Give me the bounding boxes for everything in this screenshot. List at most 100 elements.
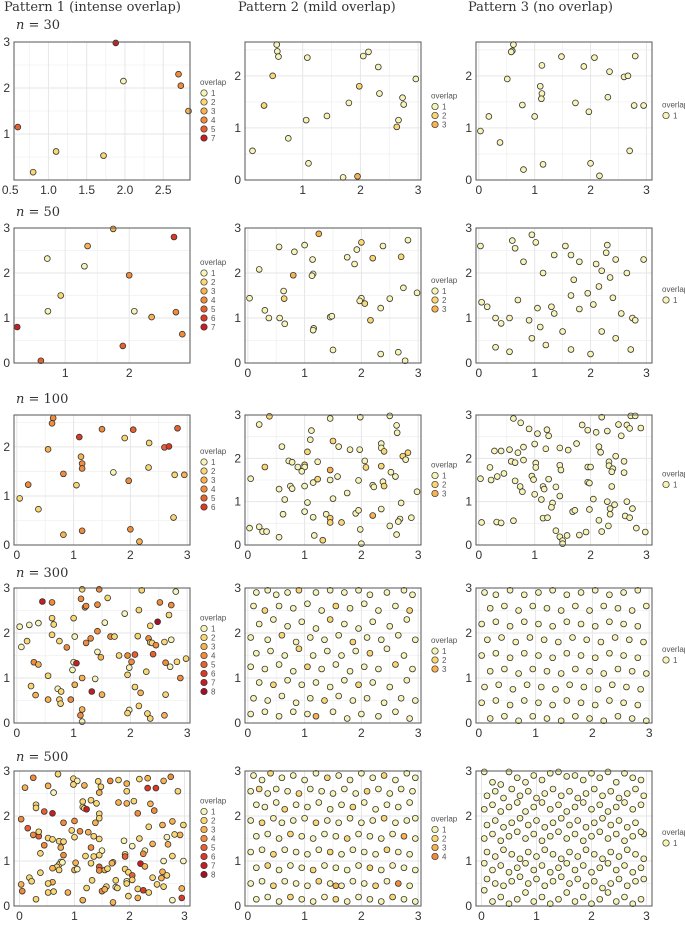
data-point — [544, 514, 551, 521]
data-point — [505, 803, 513, 811]
data-point — [520, 649, 528, 657]
data-point — [267, 769, 274, 777]
data-point — [32, 804, 40, 812]
data-point — [612, 830, 620, 838]
data-point — [596, 864, 604, 872]
data-point — [614, 665, 622, 673]
x-tick-label: 2 — [126, 366, 133, 380]
data-point — [338, 652, 345, 659]
data-point — [349, 877, 357, 885]
data-points — [477, 412, 649, 547]
data-point — [37, 357, 45, 365]
data-point — [84, 828, 92, 836]
data-points — [480, 768, 648, 908]
data-point — [392, 602, 399, 610]
data-point — [150, 807, 158, 814]
data-point — [349, 638, 357, 646]
legend-swatch-icon — [200, 467, 208, 475]
data-point — [309, 479, 317, 486]
data-point — [343, 835, 351, 842]
y-tick-label: 0 — [465, 716, 472, 730]
data-point — [70, 781, 77, 788]
x-tick-label: 0 — [16, 909, 23, 923]
data-point — [515, 607, 522, 614]
data-point — [312, 712, 320, 720]
data-point — [393, 123, 401, 131]
data-point — [275, 533, 283, 541]
data-point — [395, 116, 402, 124]
data-point — [508, 785, 516, 793]
data-point — [111, 633, 118, 640]
data-point — [370, 483, 378, 491]
data-point — [101, 619, 109, 626]
data-point — [393, 531, 400, 538]
data-point — [359, 52, 367, 60]
data-point — [549, 819, 557, 827]
data-point — [556, 444, 564, 452]
data-point — [621, 862, 628, 869]
legend-label: 2 — [211, 278, 216, 287]
data-point — [146, 622, 154, 630]
data-point — [606, 649, 613, 657]
data-point — [90, 832, 98, 840]
data-point — [522, 889, 529, 896]
data-point — [534, 430, 541, 437]
data-point — [329, 437, 337, 445]
data-point — [315, 846, 323, 854]
data-point — [338, 882, 345, 890]
data-point — [557, 466, 565, 474]
data-point — [94, 648, 101, 656]
data-point — [576, 258, 583, 266]
data-point — [497, 808, 505, 815]
data-point — [18, 643, 25, 651]
data-points — [16, 586, 190, 725]
data-point — [480, 835, 488, 842]
data-point — [44, 880, 52, 887]
data-point — [78, 674, 86, 682]
x-tick-label: 3 — [415, 183, 422, 197]
data-point — [164, 841, 172, 848]
data-point — [557, 873, 565, 881]
data-point — [621, 769, 628, 777]
data-point — [28, 877, 35, 885]
data-point — [572, 712, 579, 720]
data-point — [372, 882, 379, 890]
data-point — [582, 823, 590, 831]
legend: overlap 123 — [431, 461, 458, 499]
data-point — [278, 443, 286, 450]
data-point — [272, 591, 280, 599]
data-point — [79, 798, 87, 805]
legend-title: overlap — [662, 470, 685, 479]
data-point — [509, 237, 516, 244]
x-tick-label: 2 — [358, 726, 365, 740]
data-point — [329, 346, 337, 354]
legend-swatch-icon — [431, 647, 439, 655]
data-point — [629, 868, 637, 876]
plot-frame — [244, 227, 422, 364]
legend-swatch-icon — [200, 834, 208, 843]
data-point — [263, 528, 270, 535]
x-tick-label: 1 — [299, 183, 306, 197]
data-point — [510, 517, 517, 525]
data-point — [272, 799, 280, 806]
data-point — [95, 814, 103, 822]
data-point — [582, 846, 590, 854]
data-point — [276, 314, 283, 322]
data-point — [612, 256, 619, 263]
data-point — [304, 54, 311, 61]
x-tick-label: 0 — [244, 366, 251, 380]
data-point — [609, 294, 617, 302]
data-point — [163, 833, 171, 841]
data-points — [247, 586, 419, 722]
data-point — [612, 866, 620, 874]
data-point — [506, 314, 513, 322]
legend-label: 4 — [211, 652, 216, 661]
data-point — [637, 801, 645, 809]
data-point — [403, 817, 411, 824]
data-point — [173, 658, 181, 666]
data-point — [377, 350, 384, 358]
data-point — [620, 589, 627, 596]
data-point — [68, 827, 76, 834]
